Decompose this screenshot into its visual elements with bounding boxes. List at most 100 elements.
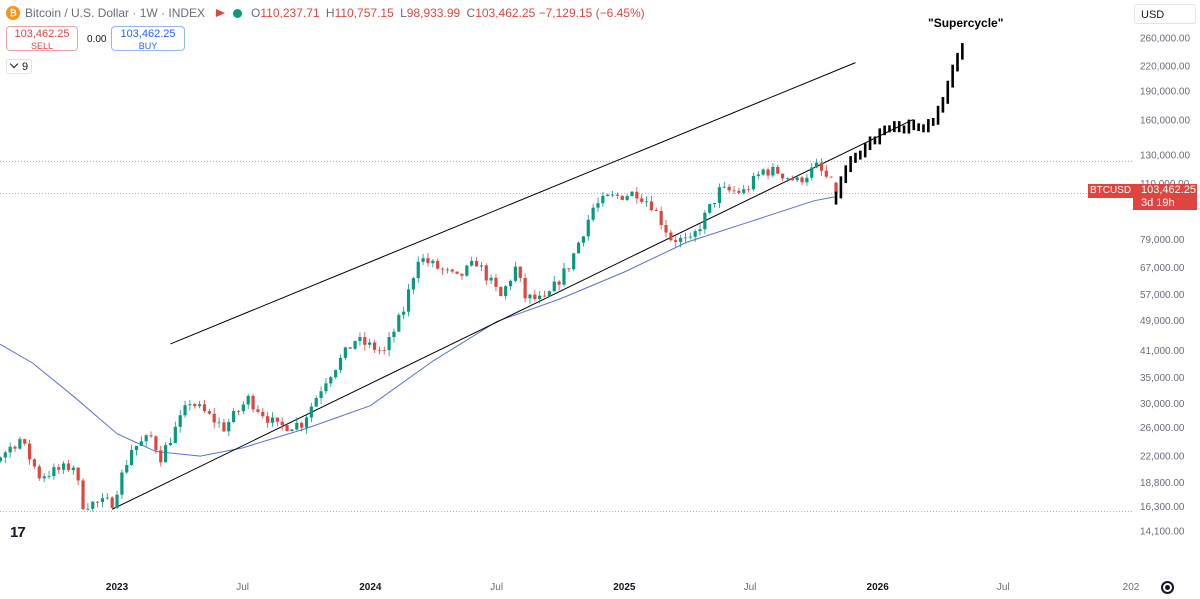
candle-body bbox=[32, 459, 37, 467]
x-tick-label: 2025 bbox=[613, 582, 636, 593]
candle-body bbox=[290, 429, 294, 432]
y-tick-label: 35,000.00 bbox=[1140, 373, 1185, 384]
candle-body bbox=[674, 240, 678, 242]
candle-body bbox=[120, 472, 124, 495]
sell-button[interactable]: 103,462.25 SELL bbox=[6, 26, 78, 51]
supercycle-annotation: "Supercycle" bbox=[928, 16, 1004, 30]
candle-body bbox=[236, 411, 241, 412]
candle-body bbox=[737, 190, 741, 193]
candle-body bbox=[154, 436, 158, 451]
candle-body bbox=[528, 294, 532, 299]
candle-body bbox=[105, 497, 109, 499]
candle-body bbox=[800, 177, 804, 183]
candle-body bbox=[601, 196, 605, 204]
candle-body bbox=[640, 198, 644, 202]
candle-body bbox=[358, 337, 362, 342]
candle-body bbox=[377, 349, 381, 351]
candle-body bbox=[421, 258, 425, 262]
candle-body bbox=[382, 350, 386, 351]
candle-body bbox=[610, 194, 615, 196]
candle-body bbox=[139, 441, 143, 446]
candle-body bbox=[212, 413, 216, 423]
candle-body bbox=[698, 229, 702, 232]
y-tick-label: 190,000.00 bbox=[1140, 86, 1190, 97]
candle-body bbox=[232, 411, 236, 423]
candle-body bbox=[834, 182, 838, 194]
symbol-price-tag: BTCUSD bbox=[1088, 184, 1133, 198]
candle-body bbox=[557, 281, 561, 285]
candle-body bbox=[513, 266, 518, 281]
buy-button[interactable]: 103,462.25 BUY bbox=[111, 26, 185, 51]
currency-select[interactable]: USD bbox=[1134, 4, 1196, 24]
candle-body bbox=[406, 289, 411, 312]
candle-body bbox=[300, 422, 304, 428]
y-tick-label: 14,100.00 bbox=[1140, 527, 1185, 538]
candle-body bbox=[810, 167, 814, 178]
candle-body bbox=[518, 266, 522, 278]
candle-body bbox=[81, 480, 85, 510]
candle-body bbox=[552, 281, 556, 292]
candle-body bbox=[805, 177, 809, 183]
candle-body bbox=[751, 175, 756, 190]
candle-body bbox=[61, 463, 66, 470]
candle-body bbox=[547, 291, 552, 297]
candle-body bbox=[494, 277, 498, 287]
gear-icon[interactable] bbox=[1161, 581, 1174, 594]
candle-body bbox=[761, 169, 765, 175]
y-tick-label: 18,800.00 bbox=[1140, 478, 1185, 489]
channel-upper-line bbox=[170, 62, 856, 345]
candle-body bbox=[47, 476, 51, 477]
x-tick-label: Jul bbox=[236, 582, 249, 593]
candle-body bbox=[0, 457, 3, 461]
candle-body bbox=[368, 342, 372, 345]
indicators-toggle[interactable]: 9 bbox=[6, 59, 32, 74]
candle-body bbox=[178, 415, 182, 427]
spread-value: 0.00 bbox=[87, 34, 107, 45]
candle-body bbox=[168, 443, 173, 446]
candle-body bbox=[776, 166, 780, 174]
candle-body bbox=[295, 422, 299, 430]
y-tick-label: 160,000.00 bbox=[1140, 116, 1190, 127]
candle-body bbox=[266, 416, 270, 423]
candle-body bbox=[110, 497, 114, 508]
candle-body bbox=[183, 405, 187, 416]
flag-icon[interactable] bbox=[215, 8, 226, 18]
y-tick-label: 130,000.00 bbox=[1140, 151, 1190, 162]
candle-body bbox=[436, 260, 440, 269]
ohlc-values: O110,237.71 H110,757.15 L98,933.99 C103,… bbox=[251, 6, 645, 20]
symbol-header: ₿ Bitcoin / U.S. Dollar · 1W · INDEX O11… bbox=[0, 3, 645, 23]
candle-body bbox=[479, 265, 483, 267]
candle-body bbox=[756, 174, 760, 176]
candle-body bbox=[27, 443, 32, 460]
last-price-tag: 103,462.25 3d 19h bbox=[1133, 184, 1197, 210]
candle-body bbox=[198, 404, 202, 407]
candle-body bbox=[489, 277, 493, 281]
candle-body bbox=[455, 271, 459, 274]
candle-body bbox=[450, 269, 454, 272]
tradingview-logo[interactable]: 17 bbox=[10, 524, 26, 541]
candle-body bbox=[717, 187, 722, 204]
moving-average-line bbox=[0, 196, 837, 457]
candle-body bbox=[795, 177, 799, 181]
candle-body bbox=[285, 425, 289, 432]
candle-body bbox=[606, 194, 610, 197]
candle-body bbox=[304, 417, 309, 428]
candle-body bbox=[630, 191, 634, 197]
candle-body bbox=[533, 294, 537, 300]
candle-body bbox=[654, 210, 658, 211]
candle-body bbox=[693, 231, 697, 237]
candle-body bbox=[644, 201, 649, 203]
symbol-title[interactable]: Bitcoin / U.S. Dollar · 1W · INDEX bbox=[25, 6, 206, 20]
candle-body bbox=[625, 196, 629, 200]
candle-body bbox=[334, 370, 338, 378]
candle-body bbox=[649, 201, 654, 211]
candle-body bbox=[576, 242, 581, 254]
candle-body bbox=[781, 173, 785, 179]
candle-body bbox=[635, 191, 639, 199]
candle-body bbox=[484, 265, 488, 281]
y-tick-label: 79,000.00 bbox=[1140, 235, 1185, 246]
candle-body bbox=[790, 178, 794, 181]
candle-body bbox=[222, 422, 226, 432]
candle-body bbox=[42, 476, 46, 479]
